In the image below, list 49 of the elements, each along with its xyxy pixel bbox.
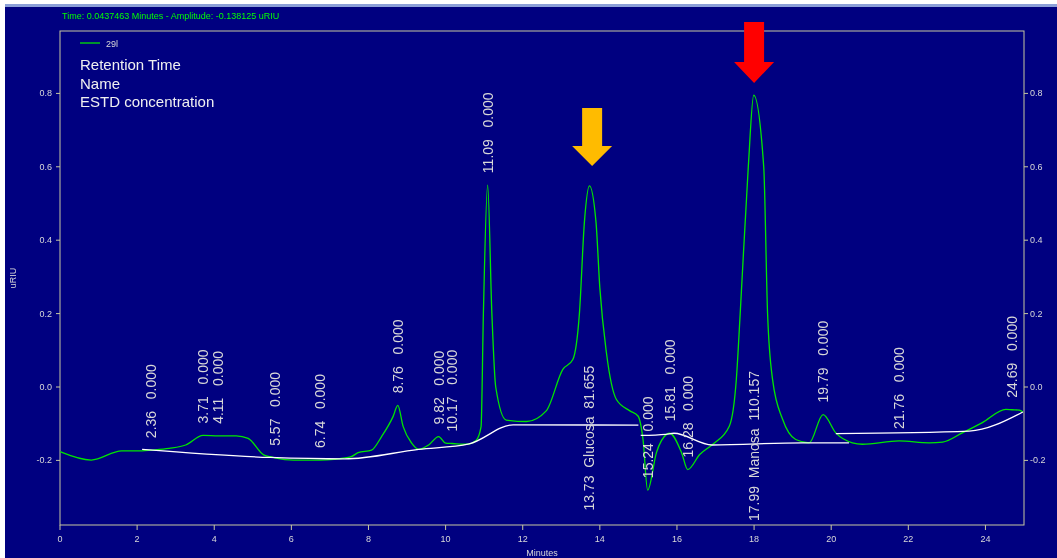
y-tick-label: -0.2 [36,455,52,466]
y-tick-label: 0.4 [39,235,52,246]
annotation: 17.99 Manosa 110.157 [745,370,762,521]
x-tick-label: 0 [57,534,63,544]
x-tick-label: 16 [671,534,682,544]
annotation: 15.81 0.000 [661,339,678,422]
annotation: 4.11 0.000 [210,350,227,424]
y2-tick-label: 0.8 [1030,88,1043,99]
y2-tick-label: 0.0 [1030,382,1043,392]
annotation: 2.36 0.000 [143,363,159,439]
x-tick-label: 12 [517,534,528,544]
y-tick-label: 0.2 [39,308,52,319]
annotation: 11.09 0.000 [479,92,496,174]
annotation: Name [80,74,121,92]
annotation: 15.24 0.000 [639,396,656,479]
annotation: 9.82 0.000 [430,350,447,425]
y-tick-label: 0.8 [39,88,52,99]
y-tick-label: 0.6 [39,161,52,172]
annotation: 19.79 0.000 [815,320,832,403]
x-tick-label: 6 [288,534,294,544]
annotation: ESTD concentration [80,93,215,110]
annotation: 16.28 0.000 [679,375,696,458]
annotation: 13.73 Glucosa 81.655 [581,365,598,511]
legend-label: 29l [106,39,119,49]
annotation: 6.74 0.000 [311,373,328,449]
x-tick-label: 20 [826,534,837,544]
annotation: 5.57 0.000 [266,371,283,446]
annotation: 8.76 0.000 [389,319,406,394]
annotation: 21.76 0.000 [891,347,908,429]
x-tick-label: 4 [211,534,217,544]
x-tick-label: 10 [440,534,451,544]
annotation: Retention Time [80,56,181,73]
chart-title: Time: 0.0437463 Minutes - Amplitude: -0.138125 uRIU [62,11,280,21]
x-tick-label: 14 [594,534,605,544]
x-axis-title: Minutes [526,548,559,558]
annotation: 10.17 0.000 [444,349,461,432]
y-axis-title: uRIU [8,267,18,289]
x-tick-label: 18 [749,534,760,544]
y2-tick-label: 0.6 [1030,161,1043,172]
y2-tick-label: 0.4 [1030,235,1043,246]
x-tick-label: 22 [903,534,914,544]
x-tick-label: 2 [134,534,140,544]
y2-tick-label: -0.2 [1030,455,1046,466]
annotation: 3.71 0.000 [195,349,212,424]
x-tick-label: 24 [980,534,991,544]
y-tick-label: 0.0 [39,382,52,392]
x-tick-label: 8 [365,534,371,544]
y2-tick-label: 0.2 [1030,308,1043,319]
annotation: 24.69 0.000 [1004,315,1021,398]
